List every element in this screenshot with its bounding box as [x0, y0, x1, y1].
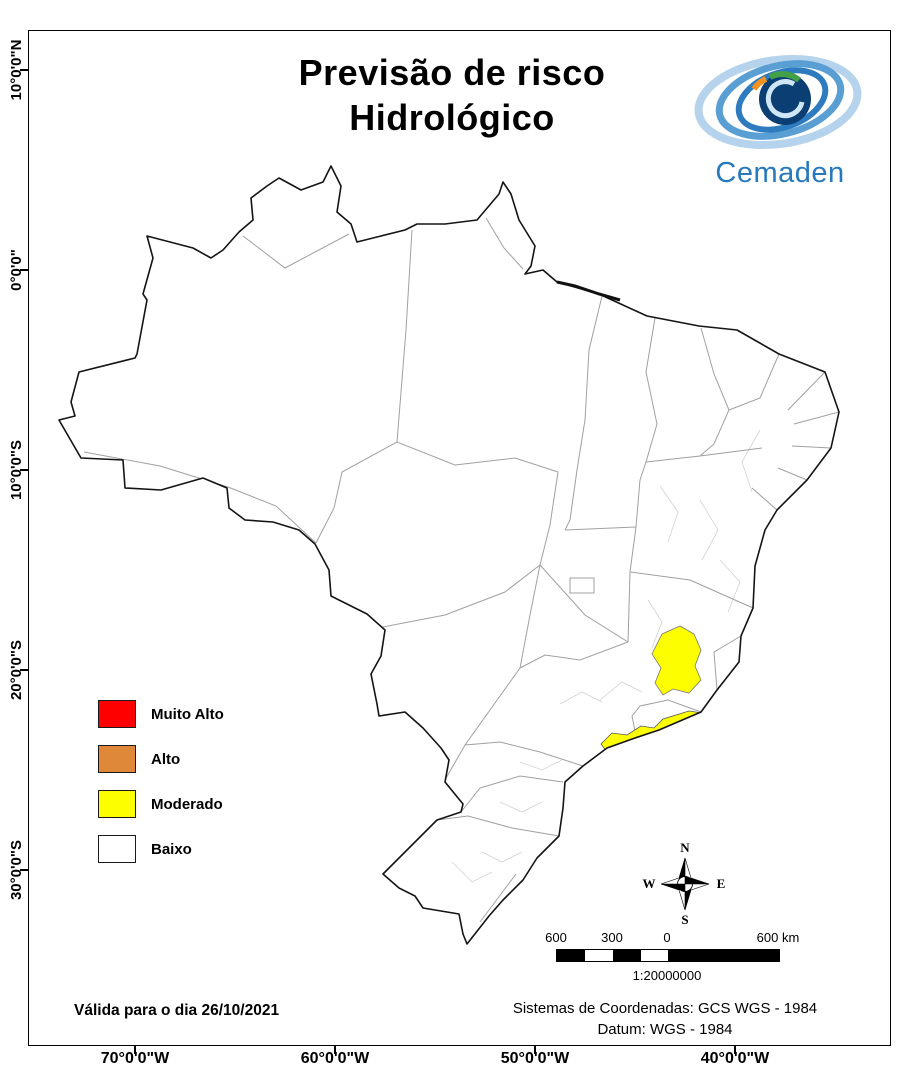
scale-label-600-km: 600 km — [756, 930, 800, 945]
lon-label-40w: 40°0'0"W — [700, 1050, 770, 1067]
legend-swatch-baixo — [98, 835, 136, 863]
datum-line: Datum: WGS - 1984 — [597, 1021, 733, 1038]
scale-label-0: 0 — [663, 930, 671, 945]
scale-segment — [668, 950, 779, 961]
amazon-mouth-coast — [556, 280, 621, 302]
scale-segment — [641, 950, 668, 961]
legend-item-alto: Alto — [98, 745, 224, 773]
title-line2: Hidrológico — [349, 97, 555, 138]
cemaden-logo: Cemaden — [690, 50, 870, 190]
distrito-federal-boundary — [569, 577, 595, 594]
legend-swatch-muito-alto — [98, 700, 136, 728]
lat-tick — [20, 469, 29, 471]
compass-west-label: W — [643, 876, 656, 891]
compass-south-label: S — [681, 912, 688, 927]
legend-label-alto: Alto — [151, 750, 181, 768]
validity-date: Válida para o dia 26/10/2021 — [74, 1002, 280, 1019]
risk-legend: Muito Alto Alto Moderado Baixo — [98, 700, 224, 880]
scale-segment — [557, 950, 585, 961]
legend-swatch-alto — [98, 745, 136, 773]
compass-east-label: E — [717, 876, 726, 891]
lon-tick — [734, 1046, 736, 1054]
brazil-landmass — [59, 166, 839, 944]
legend-label-moderado: Moderado — [151, 795, 223, 813]
lon-label-50w: 50°0'0"W — [500, 1050, 570, 1067]
lat-tick — [20, 669, 29, 671]
cemaden-logo-text: Cemaden — [715, 157, 845, 189]
state-boundaries — [83, 217, 839, 923]
legend-item-baixo: Baixo — [98, 835, 224, 863]
lat-tick — [20, 269, 29, 271]
lon-tick — [534, 1046, 536, 1054]
lon-tick — [334, 1046, 336, 1054]
scale-label-600-left: 600 — [545, 930, 567, 945]
lon-label-60w: 60°0'0"W — [300, 1050, 370, 1067]
coordinate-system-line: Sistemas de Coordenadas: GCS WGS - 1984 — [512, 1000, 818, 1017]
scale-bar: 600 300 0 600 km 1:20000000 — [540, 930, 830, 988]
legend-label-baixo: Baixo — [151, 840, 192, 858]
scale-segment — [585, 950, 613, 961]
legend-label-muito-alto: Muito Alto — [151, 705, 224, 723]
scale-label-300: 300 — [601, 930, 623, 945]
scale-ratio: 1:20000000 — [632, 968, 702, 983]
coordinate-system-note: Sistemas de Coordenadas: GCS WGS - 1984 … — [455, 998, 875, 1040]
legend-item-muito-alto: Muito Alto — [98, 700, 224, 728]
compass-north-label: N — [680, 840, 690, 855]
moderate-risk-region-minas — [651, 625, 702, 696]
legend-item-moderado: Moderado — [98, 790, 224, 818]
page-title: Previsão de risco Hidrológico — [202, 50, 702, 140]
title-line1: Previsão de risco — [298, 52, 606, 93]
cemaden-eye-icon — [694, 54, 862, 150]
legend-swatch-moderado — [98, 790, 136, 818]
scale-bar-segments — [556, 949, 780, 962]
compass-rose-icon: N W E S — [643, 840, 726, 927]
lat-tick — [20, 69, 29, 71]
scale-segment — [613, 950, 641, 961]
lon-label-70w: 70°0'0"W — [100, 1050, 170, 1067]
lat-tick — [20, 869, 29, 871]
brazil-outline — [58, 165, 840, 945]
lon-tick — [134, 1046, 136, 1054]
